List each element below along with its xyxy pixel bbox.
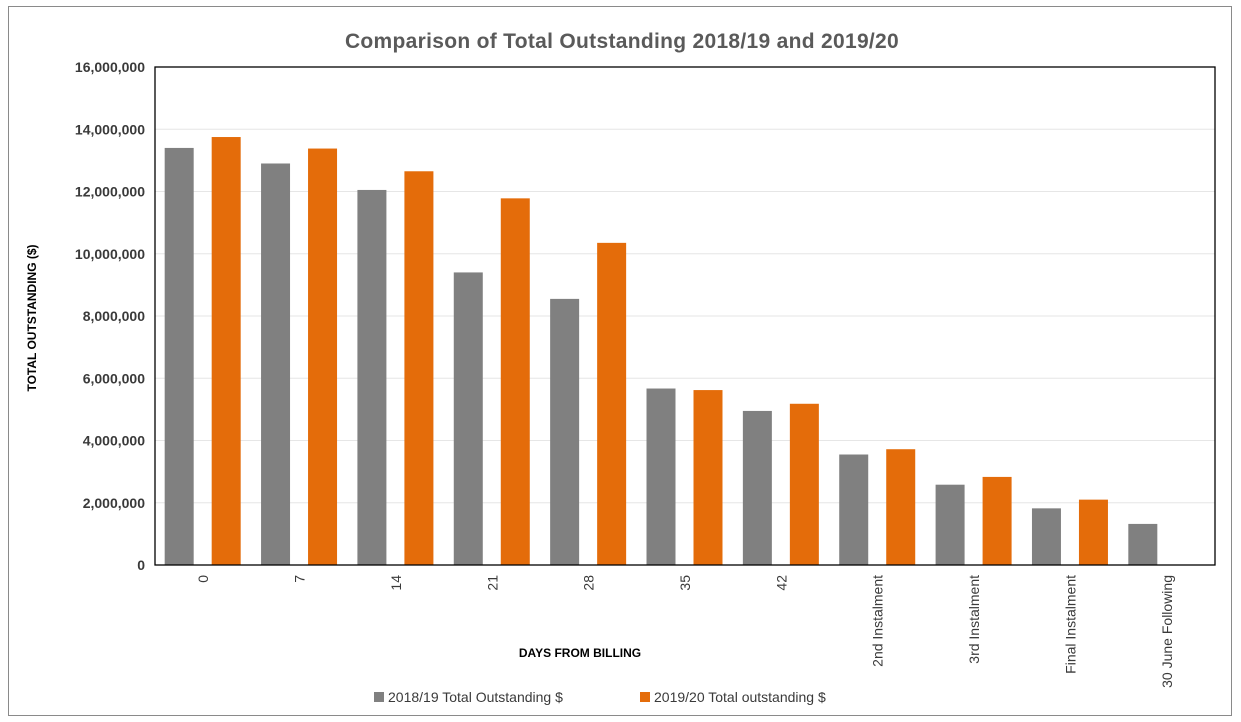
x-tick-label: 0 [195, 575, 211, 583]
x-tick-label: 7 [292, 575, 308, 583]
bar-2018-19 [1128, 523, 1158, 565]
x-tick-label: 21 [484, 575, 500, 591]
bar-2018-19 [261, 163, 291, 566]
y-tick-label: 2,000,000 [83, 495, 145, 511]
y-tick-label: 8,000,000 [83, 308, 145, 324]
bar-2019-20 [404, 171, 434, 566]
bar-2018-19 [1031, 508, 1061, 565]
x-tick-label: 30 June Following [1159, 575, 1175, 688]
x-axis-label: DAYS FROM BILLING [519, 646, 641, 660]
bar-2018-19 [453, 272, 483, 565]
bar-2019-20 [693, 390, 723, 565]
x-tick-label: Final Instalment [1062, 575, 1078, 674]
bar-2019-20 [211, 137, 241, 565]
legend: 2018/19 Total Outstanding $ 2019/20 Total… [374, 689, 826, 705]
y-tick-label: 14,000,000 [75, 121, 145, 137]
chart-title: Comparison of Total Outstanding 2018/19 … [345, 30, 899, 53]
bar-2019-20 [886, 449, 916, 565]
x-tick-label: 3rd Instalment [966, 575, 982, 664]
x-axis-ticks: 0 7 14 21 28 35 42 2nd Instalment 3rd Instalment… [195, 575, 1175, 688]
bar-2018-19 [550, 298, 580, 565]
plot-area-border [154, 66, 1216, 566]
bar-2018-19 [164, 147, 194, 566]
y-axis-label: TOTAL OUTSTANDING ($) [25, 244, 39, 391]
x-tick-label: 2nd Instalment [870, 575, 886, 667]
y-tick-label: 6,000,000 [83, 370, 145, 386]
bar-2018-19 [646, 388, 676, 565]
x-tick-label: 28 [581, 575, 597, 591]
y-tick-label: 4,000,000 [83, 433, 145, 449]
x-tick-label: 42 [773, 575, 789, 591]
y-axis-ticks: 0 2,000,000 4,000,000 6,000,000 8,000,000 10,… [75, 59, 145, 573]
legend-label: 2018/19 Total Outstanding $ [388, 689, 563, 705]
legend-swatch [640, 692, 650, 702]
bar-2018-19 [839, 454, 869, 565]
legend-swatch [374, 692, 384, 702]
bar-2018-19 [357, 189, 387, 565]
x-tick-label: 14 [388, 575, 404, 591]
bar-2019-20 [597, 242, 627, 565]
y-tick-label: 10,000,000 [75, 246, 145, 262]
bar-2019-20 [1078, 499, 1108, 565]
bars [164, 137, 1158, 566]
y-tick-label: 0 [137, 557, 145, 573]
bar-2018-19 [935, 484, 965, 565]
bar-2019-20 [789, 403, 819, 565]
y-tick-label: 16,000,000 [75, 59, 145, 75]
legend-label: 2019/20 Total outstanding $ [654, 689, 826, 705]
x-tick-label: 35 [677, 575, 693, 591]
bar-2019-20 [500, 198, 530, 565]
bar-2019-20 [982, 476, 1012, 565]
bar-2018-19 [742, 410, 772, 565]
bar-2019-20 [308, 148, 338, 566]
y-tick-label: 12,000,000 [75, 184, 145, 200]
